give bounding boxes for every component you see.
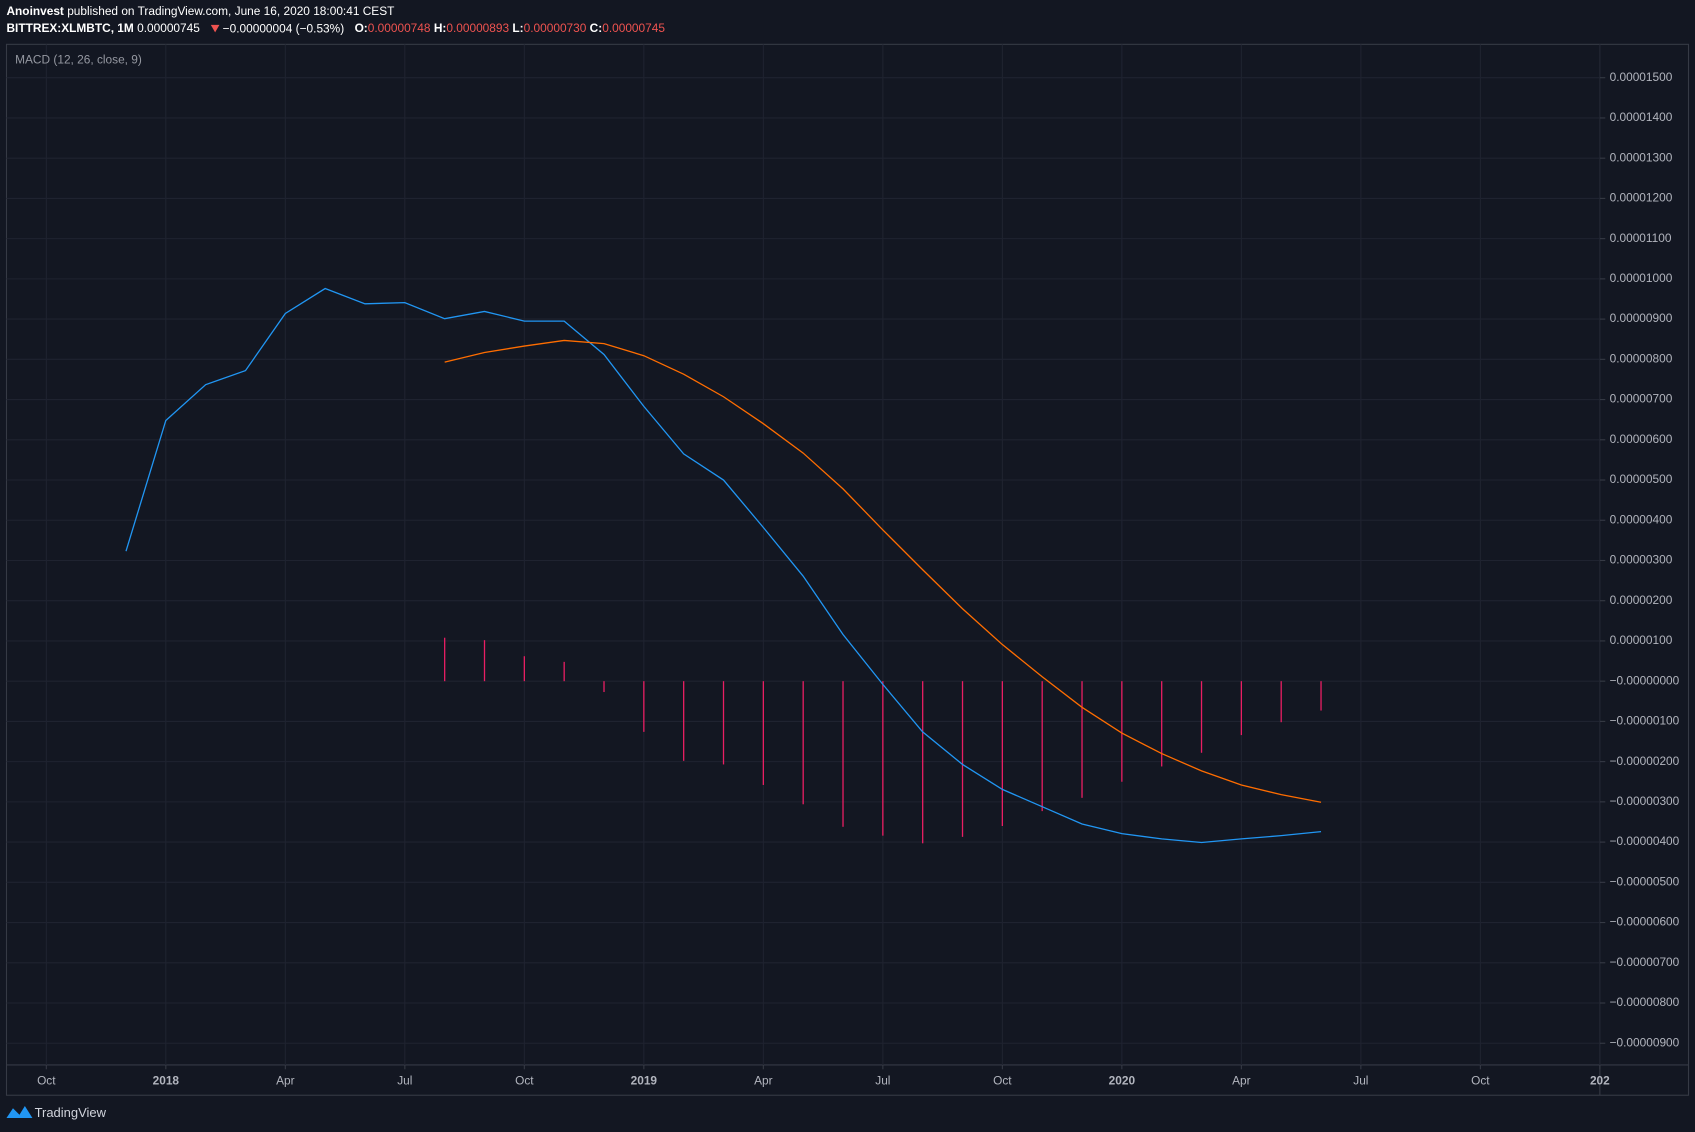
last-price: 0.00000745 [137, 21, 200, 35]
histogram-bar [1121, 681, 1123, 782]
x-tick-label: 202 [1590, 1073, 1610, 1087]
change: −0.00000004 (−0.53%) [223, 21, 345, 35]
y-tick-label: 0.00000800 [1610, 351, 1673, 365]
histogram-bar [483, 640, 486, 682]
histogram-bar [523, 656, 525, 682]
y-tick-label: 0.00000900 [1610, 311, 1673, 325]
y-tick-label: 0.00000500 [1610, 472, 1673, 486]
plot [125, 287, 1322, 844]
x-tick-label: 2020 [1109, 1073, 1136, 1087]
x-tick-label: Jul [875, 1073, 890, 1087]
histogram-bar [1041, 681, 1043, 812]
histogram-bar [1280, 681, 1282, 723]
x-tick-label: Jul [397, 1073, 412, 1087]
logo-icon [6, 1106, 33, 1118]
histogram-bar [961, 681, 964, 837]
y-tick-label: −0.00000300 [1610, 794, 1680, 808]
ohlc-label: C: [590, 21, 603, 35]
y-tick-label: 0.00001500 [1610, 70, 1673, 84]
ohlc-value: 0.00000893 [446, 21, 509, 35]
histogram-bar [1240, 681, 1243, 736]
x-tick-label: Oct [515, 1073, 534, 1087]
histogram-bar [1200, 681, 1203, 753]
histogram-bar [762, 681, 764, 785]
histogram-bar [1081, 681, 1083, 798]
header-line: Anoinvest published on TradingView.com, … [6, 4, 394, 18]
x-tick-label: Apr [1232, 1073, 1251, 1087]
y-tick-label: −0.00000000 [1610, 673, 1680, 687]
y-tick-label: 0.00001300 [1610, 150, 1673, 164]
chart-frame [5, 43, 1690, 1096]
publisher: Anoinvest [6, 4, 63, 18]
y-tick-label: 0.00001100 [1610, 231, 1672, 245]
histogram-bar [1001, 681, 1004, 826]
histogram-bar [882, 681, 884, 836]
y-tick-label: 0.00000100 [1610, 633, 1673, 647]
ohlc: O:0.00000748 H:0.00000893 L:0.00000730 C… [355, 21, 666, 35]
ohlc-label: O: [355, 21, 368, 35]
y-tick-label: −0.00000700 [1610, 955, 1680, 969]
x-tick-label: Oct [993, 1073, 1012, 1087]
logo-text: TradingView [35, 1105, 107, 1120]
histogram-bar [802, 681, 804, 805]
indicator-title: MACD (12, 26, close, 9) [15, 53, 142, 67]
ohlc-label: L: [512, 21, 523, 35]
ohlc-label: H: [434, 21, 447, 35]
histogram-bar [563, 661, 565, 682]
y-tick-label: 0.00000200 [1610, 593, 1673, 607]
y-tick-label: 0.00000600 [1610, 432, 1673, 446]
y-tick-label: −0.00000900 [1610, 1035, 1680, 1049]
y-tick-label: −0.00000200 [1610, 754, 1680, 768]
macd-line [125, 287, 1322, 844]
ohlc-value: 0.00000745 [602, 21, 665, 35]
symbol-line: BITTREX:XLMBTC, 1M 0.00000745 [6, 21, 200, 35]
histogram-bar [444, 637, 446, 682]
histogram-bar [1320, 681, 1322, 711]
ohlc-value: 0.00000730 [524, 21, 587, 35]
y-tick-label: −0.00000800 [1610, 995, 1680, 1009]
y-tick-label: 0.00001200 [1610, 191, 1673, 205]
down-arrow [210, 24, 220, 33]
ohlc-text: O:0.00000748 H:0.00000893 L:0.00000730 C… [355, 21, 666, 35]
y-tick-label: 0.00001000 [1610, 271, 1673, 285]
x-tick-label: Oct [1471, 1073, 1490, 1087]
macd-line [444, 339, 1322, 803]
y-tick-label: 0.00000700 [1610, 392, 1673, 406]
y-tick-label: −0.00000400 [1610, 834, 1680, 848]
y-tick-label: 0.00001400 [1610, 110, 1673, 124]
x-tick-label: 2019 [631, 1073, 658, 1087]
x-tick-label: 2018 [153, 1073, 180, 1087]
histogram-bar [683, 681, 685, 761]
symbol: BITTREX:XLMBTC, 1M [6, 21, 133, 35]
histogram-bar [1161, 681, 1163, 767]
x-tick-label: Apr [754, 1073, 773, 1087]
ohlc-value: 0.00000748 [368, 21, 431, 35]
histogram-bar [922, 681, 924, 844]
y-tick-label: −0.00000500 [1610, 874, 1680, 888]
y-tick-label: 0.00000400 [1610, 512, 1673, 526]
x-tick-label: Apr [276, 1073, 295, 1087]
x-tick-label: Jul [1353, 1073, 1368, 1087]
published: published on TradingView.com, June 16, 2… [67, 4, 394, 18]
x-tick-label: Oct [37, 1073, 56, 1087]
y-tick-label: −0.00000600 [1610, 915, 1680, 929]
histogram-bar [643, 681, 645, 732]
histogram-bar [722, 681, 725, 765]
histogram-bar [842, 681, 844, 827]
y-tick-label: −0.00000100 [1610, 714, 1680, 728]
histogram-bar [603, 681, 605, 693]
y-tick-label: 0.00000300 [1610, 553, 1673, 567]
